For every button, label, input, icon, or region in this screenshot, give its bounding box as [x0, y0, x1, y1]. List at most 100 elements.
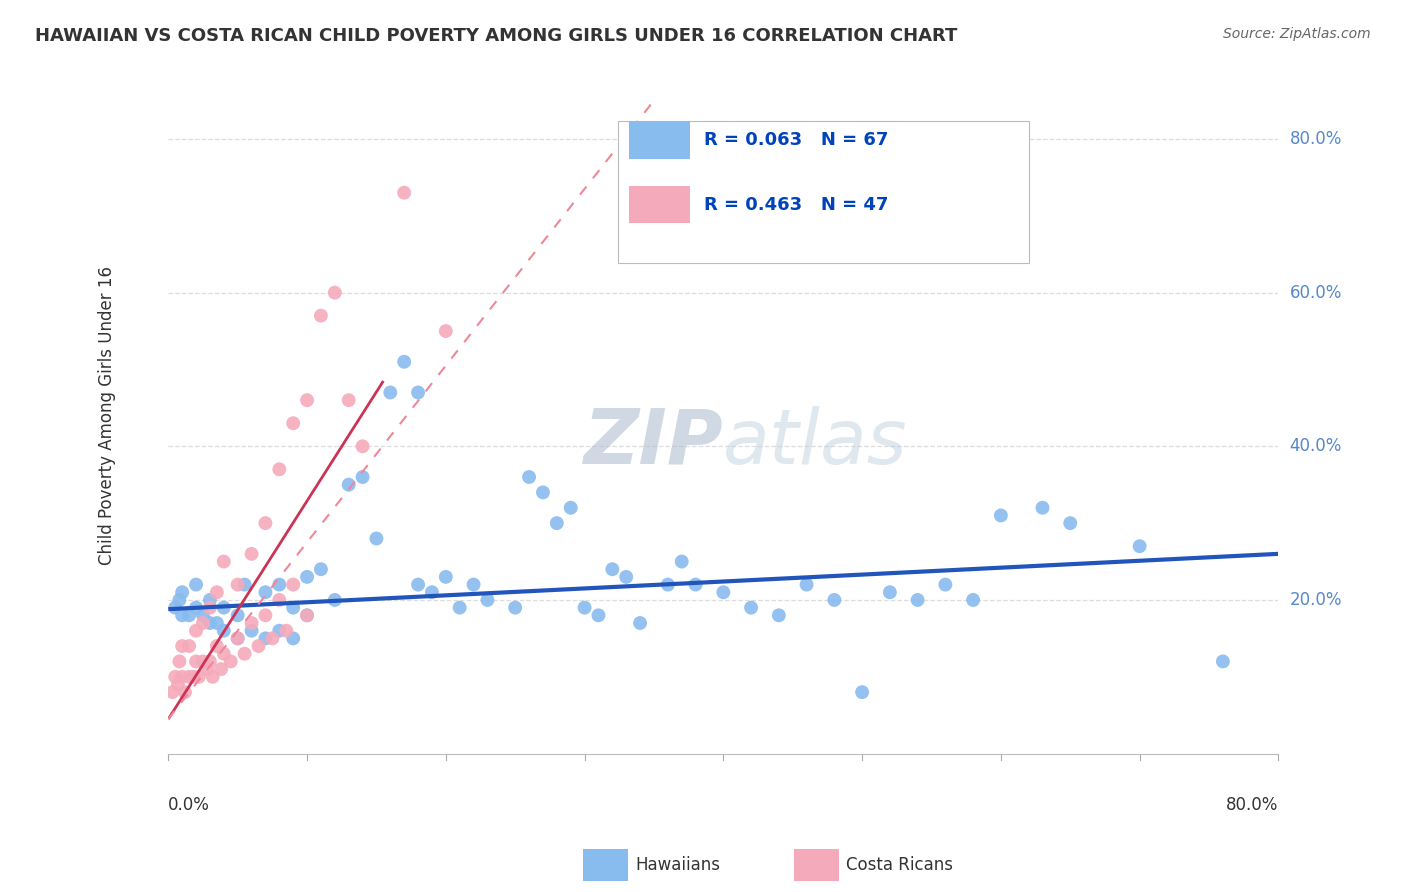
Point [574, 600, 596, 615]
Point [517, 470, 540, 484]
Point [198, 600, 221, 615]
Point [269, 577, 291, 591]
Text: 80.0%: 80.0% [1226, 796, 1278, 814]
Point [406, 385, 429, 400]
Point [962, 593, 984, 607]
Point [172, 670, 194, 684]
Point [879, 585, 901, 599]
Point [254, 585, 277, 599]
Point [172, 585, 194, 599]
Point [247, 639, 270, 653]
Point [295, 608, 318, 623]
Point [392, 186, 415, 200]
Point [449, 600, 471, 615]
Point [205, 639, 228, 653]
Point [406, 577, 429, 591]
Point [240, 624, 263, 638]
Text: 40.0%: 40.0% [1289, 437, 1341, 455]
Point [254, 608, 277, 623]
Point [337, 393, 360, 408]
Point [283, 416, 305, 430]
Point [184, 624, 207, 638]
Point [295, 393, 318, 408]
Point [226, 632, 249, 646]
Point [740, 600, 762, 615]
FancyBboxPatch shape [617, 121, 1029, 263]
Point [851, 685, 873, 699]
Text: 60.0%: 60.0% [1289, 284, 1341, 301]
Text: atlas: atlas [723, 406, 908, 480]
Point [181, 670, 204, 684]
Point [588, 608, 610, 623]
Point [169, 593, 191, 607]
Point [560, 500, 582, 515]
Text: ZIP: ZIP [583, 406, 723, 480]
Point [184, 600, 207, 615]
Text: Child Poverty Among Girls Under 16: Child Poverty Among Girls Under 16 [98, 266, 117, 565]
Text: Hawaiians: Hawaiians [636, 856, 720, 874]
Point [990, 508, 1012, 523]
Point [205, 615, 228, 630]
Point [226, 608, 249, 623]
Point [212, 624, 235, 638]
Point [226, 632, 249, 646]
Point [172, 608, 194, 623]
FancyBboxPatch shape [628, 186, 690, 223]
Text: HAWAIIAN VS COSTA RICAN CHILD POVERTY AMONG GIRLS UNDER 16 CORRELATION CHART: HAWAIIAN VS COSTA RICAN CHILD POVERTY AM… [35, 27, 957, 45]
Point [219, 655, 242, 669]
Point [907, 593, 929, 607]
Point [212, 555, 235, 569]
Point [628, 615, 651, 630]
Point [191, 655, 214, 669]
Point [184, 655, 207, 669]
Point [295, 608, 318, 623]
Point [198, 655, 221, 669]
Point [503, 600, 526, 615]
Point [434, 324, 457, 338]
Point [392, 355, 415, 369]
Point [198, 615, 221, 630]
Point [295, 570, 318, 584]
Point [463, 577, 485, 591]
Point [934, 577, 956, 591]
Point [240, 615, 263, 630]
Text: 0.0%: 0.0% [169, 796, 209, 814]
Point [177, 639, 200, 653]
Point [276, 624, 298, 638]
Point [1031, 500, 1053, 515]
Point [205, 585, 228, 599]
Point [420, 585, 443, 599]
Point [201, 670, 224, 684]
Text: 80.0%: 80.0% [1289, 130, 1341, 148]
Point [546, 516, 568, 530]
Point [477, 593, 499, 607]
Point [254, 516, 277, 530]
Point [187, 670, 209, 684]
Point [602, 562, 624, 576]
Point [380, 385, 402, 400]
Point [209, 662, 232, 676]
Point [323, 593, 346, 607]
Point [191, 615, 214, 630]
Point [352, 470, 374, 484]
Point [254, 632, 277, 646]
Point [172, 639, 194, 653]
Point [269, 462, 291, 476]
Point [434, 570, 457, 584]
Point [531, 485, 554, 500]
Text: Source: ZipAtlas.com: Source: ZipAtlas.com [1223, 27, 1371, 41]
Point [323, 285, 346, 300]
Point [169, 655, 191, 669]
Point [283, 632, 305, 646]
Point [195, 662, 218, 676]
Point [1129, 539, 1152, 553]
Point [671, 555, 693, 569]
Text: R = 0.463   N = 47: R = 0.463 N = 47 [704, 195, 889, 213]
Point [283, 600, 305, 615]
Point [162, 685, 184, 699]
Point [262, 632, 284, 646]
Point [174, 685, 197, 699]
Point [165, 670, 187, 684]
Point [269, 624, 291, 638]
Point [768, 608, 790, 623]
